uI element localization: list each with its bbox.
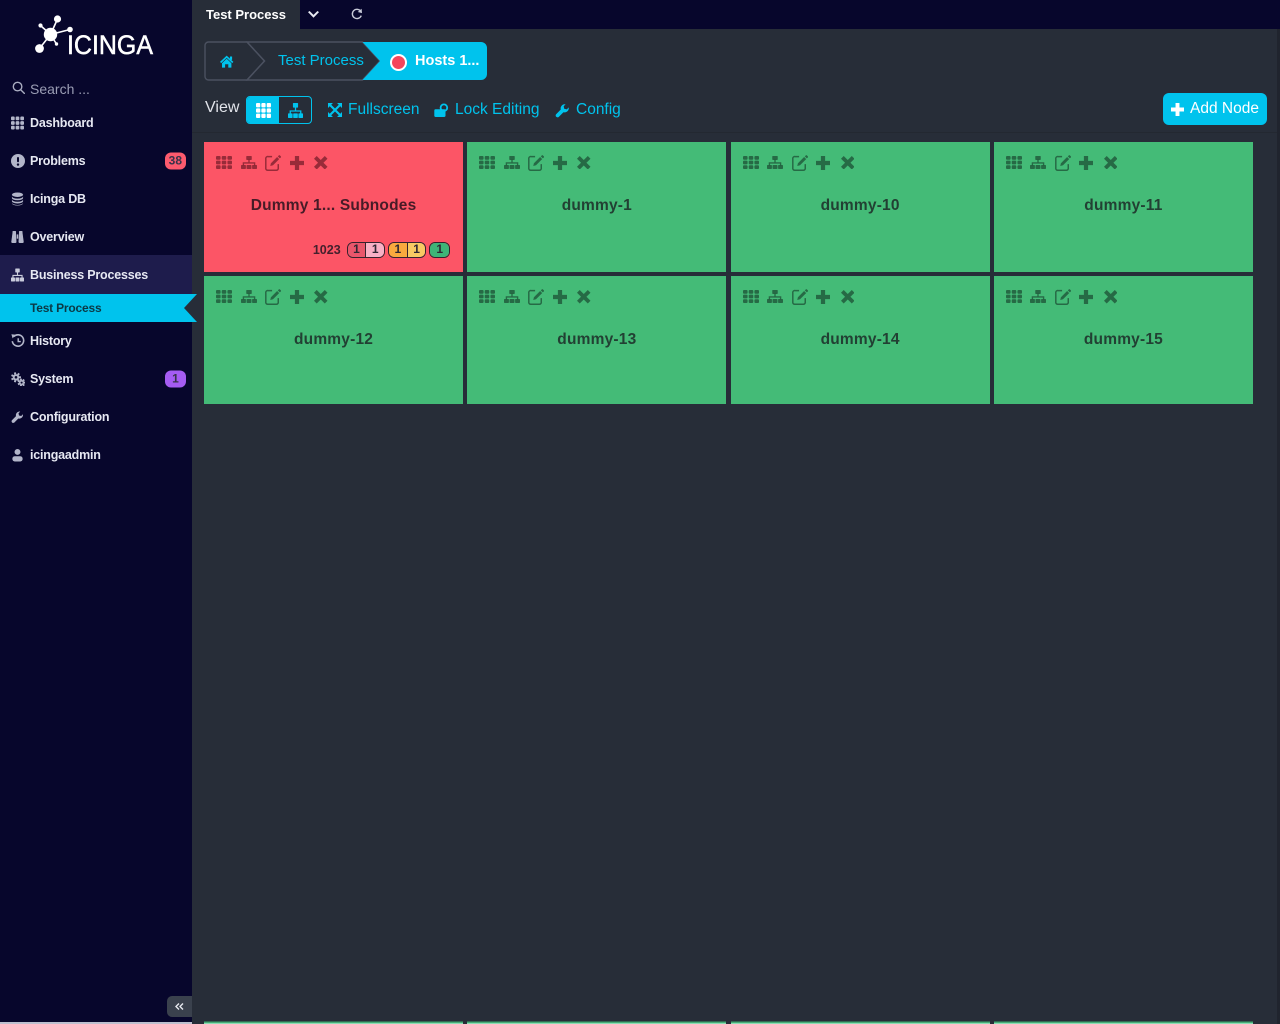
svg-text:ICINGA: ICINGA (67, 30, 153, 60)
